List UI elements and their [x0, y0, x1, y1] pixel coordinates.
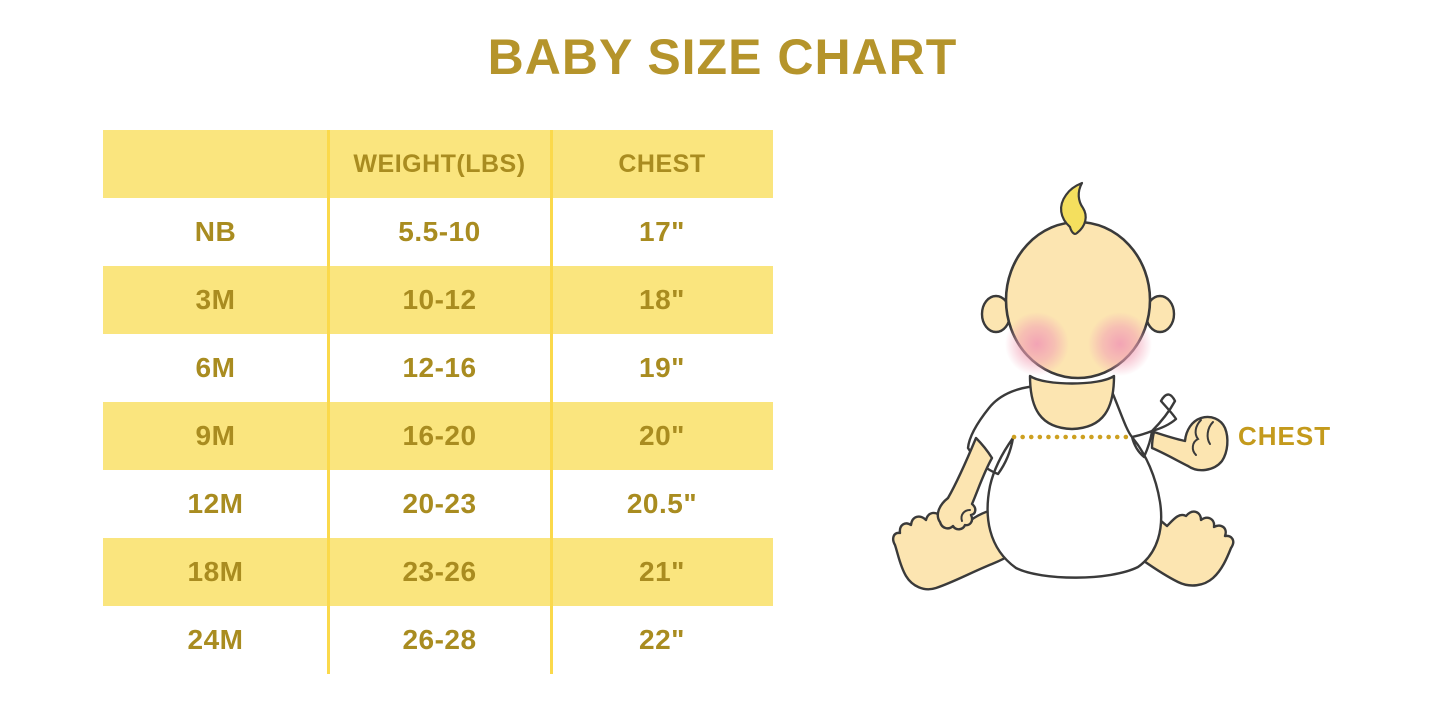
cell-chest: 20.5"	[626, 488, 698, 519]
baby-illustration	[880, 180, 1360, 610]
cell-chest: 21"	[639, 556, 685, 587]
header-cell-size	[103, 130, 328, 198]
baby-left-arm	[936, 436, 994, 531]
table-row: NB 5.5-10 17"	[103, 198, 773, 266]
cell-weight: 12-16	[402, 352, 477, 383]
table-row: 3M 10-12 18"	[103, 266, 773, 334]
cell-size: NB	[194, 216, 237, 247]
column-divider	[550, 130, 553, 674]
baby-hair-curl	[1060, 181, 1087, 235]
table-row: 12M 20-23 20.5"	[103, 470, 773, 538]
cell-size: 3M	[195, 284, 236, 315]
cell-chest: 20"	[639, 420, 685, 451]
cell-weight: 16-20	[402, 420, 477, 451]
table-row: 9M 16-20 20"	[103, 402, 773, 470]
cell-size: 9M	[195, 420, 236, 451]
page-title: BABY SIZE CHART	[487, 29, 958, 85]
table-row: 6M 12-16 19"	[103, 334, 773, 402]
baby-shirt	[966, 384, 1178, 579]
cell-weight: 10-12	[402, 284, 477, 315]
cell-size: 6M	[195, 352, 236, 383]
header-cell-weight: WEIGHT(LBS)	[353, 149, 526, 178]
baby-left-cheek	[1005, 312, 1069, 376]
cell-weight: 20-23	[402, 488, 477, 519]
baby-neck	[1028, 374, 1116, 431]
column-divider	[327, 130, 330, 674]
cell-chest: 17"	[639, 216, 685, 247]
chest-label: CHEST	[1238, 421, 1332, 451]
cell-size: 18M	[187, 556, 244, 587]
header-cell-chest: CHEST	[618, 149, 706, 178]
size-chart-table: WEIGHT(LBS) CHEST NB 5.5-10 17" 3M 10-12…	[103, 130, 773, 674]
cell-weight: 5.5-10	[398, 216, 481, 247]
table-row: 18M 23-26 21"	[103, 538, 773, 606]
baby-right-cheek	[1088, 312, 1152, 376]
cell-size: 12M	[187, 488, 244, 519]
table-row: 24M 26-28 22"	[103, 606, 773, 674]
cell-chest: 19"	[639, 352, 685, 383]
cell-weight: 23-26	[402, 556, 477, 587]
baby-right-arm	[1150, 415, 1229, 472]
cell-chest: 22"	[639, 624, 685, 655]
cell-size: 24M	[187, 624, 244, 655]
cell-weight: 26-28	[402, 624, 477, 655]
table-header-row: WEIGHT(LBS) CHEST	[103, 130, 773, 198]
cell-chest: 18"	[639, 284, 685, 315]
